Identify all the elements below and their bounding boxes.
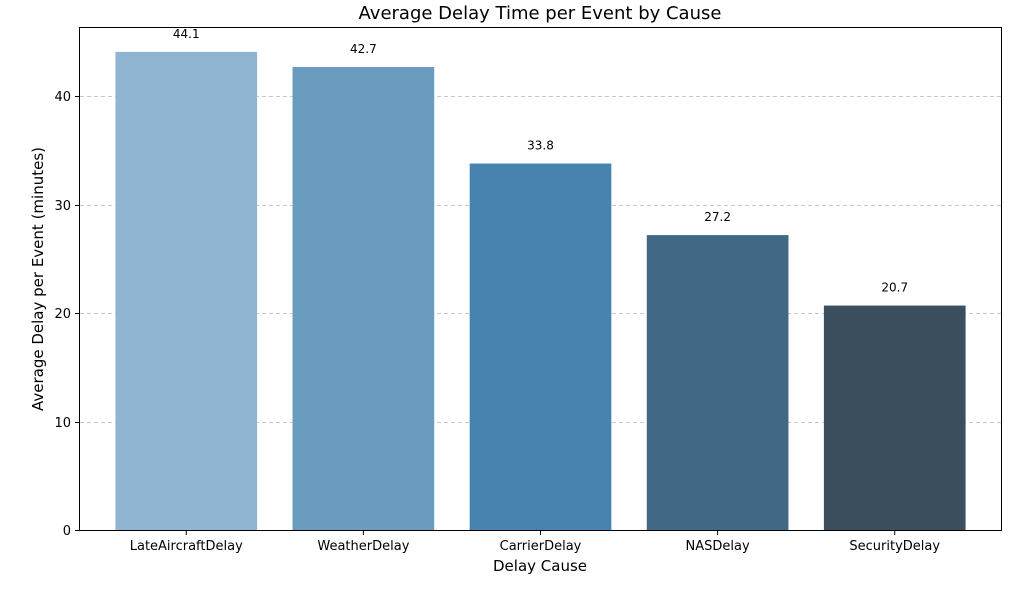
- x-tick-label: LateAircraftDelay: [130, 539, 243, 554]
- bars: [115, 51, 966, 531]
- value-label: 42.7: [350, 42, 377, 56]
- bar-lateaircraftdelay: [115, 51, 258, 531]
- y-tick-label: 0: [63, 524, 71, 539]
- y-tick-label: 20: [54, 307, 71, 322]
- value-label: 44.1: [173, 27, 200, 41]
- bar-weatherdelay: [292, 67, 435, 530]
- x-tick-label: CarrierDelay: [500, 539, 582, 554]
- value-labels: 44.1 42.7 33.8 27.2 20.7: [173, 27, 908, 295]
- x-tick-label: SecurityDelay: [849, 539, 940, 554]
- value-label: 33.8: [527, 139, 554, 153]
- bar-securitydelay: [823, 305, 966, 530]
- bar-carrierdelay: [469, 163, 612, 530]
- x-tick-label: NASDelay: [686, 539, 750, 554]
- x-tick-label: WeatherDelay: [317, 539, 409, 554]
- chart-title: Average Delay Time per Event by Cause: [359, 3, 722, 24]
- y-axis-label: Average Delay per Event (minutes): [29, 147, 47, 411]
- x-axis-label: Delay Cause: [493, 557, 587, 575]
- y-tick-label: 40: [54, 90, 71, 105]
- y-tick-label: 10: [54, 416, 71, 431]
- x-axis-ticks: LateAircraftDelay WeatherDelay CarrierDela…: [130, 530, 940, 554]
- y-axis-ticks: 0 10 20 30 40: [54, 90, 80, 539]
- bar-nasdelay: [646, 235, 789, 530]
- y-tick-label: 30: [54, 199, 71, 214]
- value-label: 20.7: [881, 281, 908, 295]
- value-label: 27.2: [704, 210, 731, 224]
